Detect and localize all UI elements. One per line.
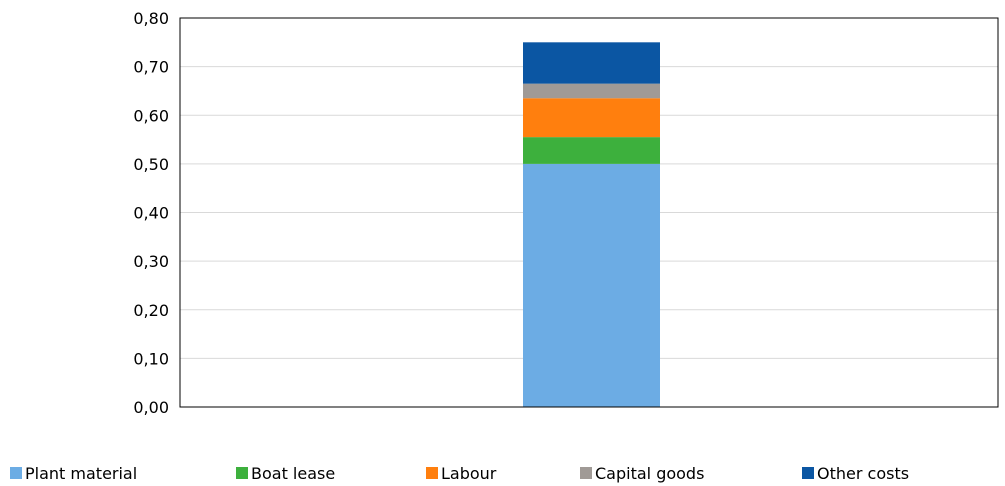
legend-label: Capital goods bbox=[595, 464, 704, 483]
plot-area-border bbox=[179, 17, 999, 408]
legend-item: Boat lease bbox=[236, 464, 335, 483]
legend-swatch bbox=[426, 467, 438, 479]
y-tick-label: 0,80 bbox=[133, 9, 169, 28]
y-tick-label: 0,10 bbox=[133, 349, 169, 368]
y-axis-tick-labels: 0,00 0,10 0,20 0,30 0,40 0,50 0,60 0,70 0,80 bbox=[133, 9, 169, 417]
legend-label: Other costs bbox=[817, 464, 909, 483]
legend-item: Other costs bbox=[802, 464, 909, 483]
y-tick-label: 0,30 bbox=[133, 252, 169, 271]
legend-swatch bbox=[236, 467, 248, 479]
bar-segment-boat-lease bbox=[523, 137, 660, 164]
y-tick-label: 0,70 bbox=[133, 58, 169, 77]
legend-swatch bbox=[10, 467, 22, 479]
legend-label: Labour bbox=[441, 464, 497, 483]
legend-swatch bbox=[802, 467, 814, 479]
bar-segment-plant-material bbox=[523, 163, 660, 407]
y-tick-label: 0,00 bbox=[133, 398, 169, 417]
y-tick-label: 0,60 bbox=[133, 106, 169, 125]
legend-swatch bbox=[580, 467, 592, 479]
legend-label: Plant material bbox=[25, 464, 137, 483]
legend: Plant material Boat lease Labour Capital go… bbox=[10, 464, 909, 483]
legend-item: Capital goods bbox=[580, 464, 704, 483]
bar-segment-capital-goods bbox=[523, 83, 660, 99]
legend-item: Labour bbox=[426, 464, 497, 483]
bar-segments bbox=[523, 42, 660, 407]
y-tick-label: 0,20 bbox=[133, 301, 169, 320]
y-tick-label: 0,50 bbox=[133, 155, 169, 174]
y-tick-label: 0,40 bbox=[133, 204, 169, 223]
legend-label: Boat lease bbox=[251, 464, 335, 483]
bar-segment-other-costs bbox=[523, 42, 660, 84]
bar-segment-labour bbox=[523, 98, 660, 138]
legend-item: Plant material bbox=[10, 464, 137, 483]
